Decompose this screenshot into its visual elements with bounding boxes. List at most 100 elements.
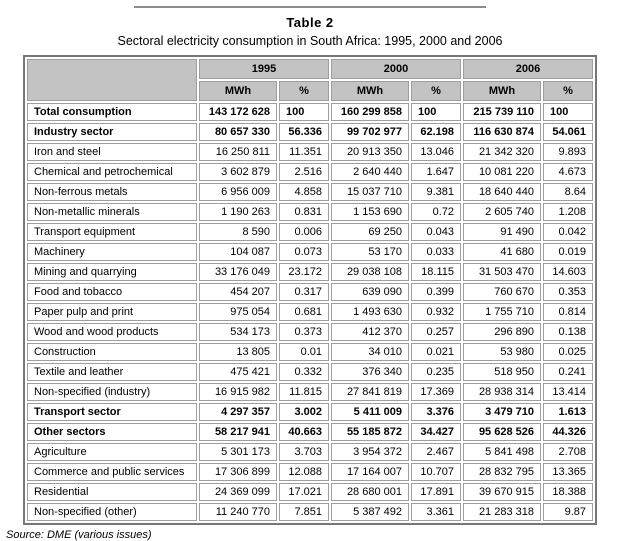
- mwh-value-cell: 29 038 108: [331, 263, 409, 281]
- consumption-table: 1995 2000 2006 MWh % MWh % MWh % Total c…: [23, 55, 597, 525]
- pct-value-cell: 100: [279, 103, 329, 121]
- mwh-value-cell: 518 950: [463, 363, 541, 381]
- pct-value-cell: 3.002: [279, 403, 329, 421]
- pct-value-cell: 12.088: [279, 463, 329, 481]
- pct-value-cell: 2.708: [543, 443, 593, 461]
- table-row: Iron and steel 16 250 811 11.351 20 913 350…: [27, 143, 593, 161]
- year-header-2000: 2000: [331, 59, 461, 79]
- mwh-value-cell: 143 172 628: [199, 103, 277, 121]
- pct-value-cell: 56.336: [279, 123, 329, 141]
- pct-value-cell: 0.025: [543, 343, 593, 361]
- year-header-row: 1995 2000 2006: [27, 59, 593, 101]
- pct-value-cell: 0.831: [279, 203, 329, 221]
- page-title: Table 2: [286, 15, 334, 30]
- mwh-value-cell: 116 630 874: [463, 123, 541, 141]
- sector-cell: Transport sector: [27, 403, 197, 421]
- table-row: Chemical and petrochemical 3 602 879 2.516…: [27, 163, 593, 181]
- pct-value-cell: 17.891: [411, 483, 461, 501]
- pct-value-cell: 0.043: [411, 223, 461, 241]
- table-row: Commerce and public services 17 306 899 12…: [27, 463, 593, 481]
- pct-value-cell: 2.467: [411, 443, 461, 461]
- mwh-value-cell: 8 590: [199, 223, 277, 241]
- table-row: Industry sector 80 657 330 56.336 99 702 97…: [27, 123, 593, 141]
- sector-cell: Construction: [27, 343, 197, 361]
- mwh-value-cell: 21 342 320: [463, 143, 541, 161]
- table-row: Transport equipment 8 590 0.006 69 250 0.043…: [27, 223, 593, 241]
- pct-value-cell: 9.381: [411, 183, 461, 201]
- sector-cell: Agriculture: [27, 443, 197, 461]
- pct-value-cell: 0.932: [411, 303, 461, 321]
- pct-value-cell: 3.361: [411, 503, 461, 521]
- pct-value-cell: 40.663: [279, 423, 329, 441]
- pct-value-cell: 44.326: [543, 423, 593, 441]
- mwh-value-cell: 5 411 009: [331, 403, 409, 421]
- mwh-value-cell: 215 739 110: [463, 103, 541, 121]
- mwh-value-cell: 39 670 915: [463, 483, 541, 501]
- mwh-value-cell: 31 503 470: [463, 263, 541, 281]
- mwh-value-cell: 53 980: [463, 343, 541, 361]
- sector-cell: Food and tobacco: [27, 283, 197, 301]
- mwh-value-cell: 28 680 001: [331, 483, 409, 501]
- page-subtitle: Sectoral electricity consumption in Sout…: [117, 34, 503, 48]
- mwh-value-cell: 5 301 173: [199, 443, 277, 461]
- mwh-value-cell: 475 421: [199, 363, 277, 381]
- mwh-value-cell: 41 680: [463, 243, 541, 261]
- mwh-value-cell: 16 250 811: [199, 143, 277, 161]
- pct-value-cell: 9.87: [543, 503, 593, 521]
- mwh-value-cell: 28 832 795: [463, 463, 541, 481]
- pct-value-cell: 8.64: [543, 183, 593, 201]
- mwh-value-cell: 3 602 879: [199, 163, 277, 181]
- pct-value-cell: 3.703: [279, 443, 329, 461]
- pct-header: %: [543, 81, 593, 101]
- table-row: Non-specified (other) 11 240 770 7.851 5 38…: [27, 503, 593, 521]
- sector-cell: Transport equipment: [27, 223, 197, 241]
- pct-value-cell: 4.673: [543, 163, 593, 181]
- pct-value-cell: 2.516: [279, 163, 329, 181]
- mwh-value-cell: 6 956 009: [199, 183, 277, 201]
- sector-cell: Paper pulp and print: [27, 303, 197, 321]
- sector-cell: Non-metallic minerals: [27, 203, 197, 221]
- mwh-value-cell: 80 657 330: [199, 123, 277, 141]
- pct-value-cell: 18.388: [543, 483, 593, 501]
- mwh-value-cell: 15 037 710: [331, 183, 409, 201]
- mwh-value-cell: 99 702 977: [331, 123, 409, 141]
- mwh-value-cell: 34 010: [331, 343, 409, 361]
- mwh-value-cell: 534 173: [199, 323, 277, 341]
- table-row: Residential 24 369 099 17.021 28 680 001 17.…: [27, 483, 593, 501]
- mwh-value-cell: 1 190 263: [199, 203, 277, 221]
- table-row: Machinery 104 087 0.073 53 170 0.033 41 680 0.…: [27, 243, 593, 261]
- sector-cell: Chemical and petrochemical: [27, 163, 197, 181]
- table-body: Total consumption 143 172 628 100 160 299 8…: [27, 103, 593, 521]
- pct-value-cell: 11.351: [279, 143, 329, 161]
- year-header-2006: 2006: [463, 59, 593, 79]
- pct-value-cell: 0.257: [411, 323, 461, 341]
- pct-value-cell: 1.647: [411, 163, 461, 181]
- mwh-value-cell: 10 081 220: [463, 163, 541, 181]
- mwh-value-cell: 5 387 492: [331, 503, 409, 521]
- table-row: Non-specified (industry) 16 915 982 11.815…: [27, 383, 593, 401]
- mwh-value-cell: 11 240 770: [199, 503, 277, 521]
- pct-value-cell: 0.006: [279, 223, 329, 241]
- mwh-value-cell: 28 938 314: [463, 383, 541, 401]
- mwh-value-cell: 17 164 007: [331, 463, 409, 481]
- pct-value-cell: 62.198: [411, 123, 461, 141]
- sector-cell: Non-specified (other): [27, 503, 197, 521]
- sector-cell: Iron and steel: [27, 143, 197, 161]
- pct-value-cell: 23.172: [279, 263, 329, 281]
- mwh-value-cell: 3 479 710: [463, 403, 541, 421]
- mwh-value-cell: 160 299 858: [331, 103, 409, 121]
- sector-cell: Other sectors: [27, 423, 197, 441]
- mwh-value-cell: 55 185 872: [331, 423, 409, 441]
- table-row: Non-metallic minerals 1 190 263 0.831 1 153…: [27, 203, 593, 221]
- unit-header-row: MWh % MWh % MWh %: [27, 81, 593, 101]
- mwh-value-cell: 58 217 941: [199, 423, 277, 441]
- mwh-value-cell: 16 915 982: [199, 383, 277, 401]
- title-divider: [134, 6, 486, 8]
- mwh-value-cell: 760 670: [463, 283, 541, 301]
- pct-value-cell: 3.376: [411, 403, 461, 421]
- sector-cell: Mining and quarrying: [27, 263, 197, 281]
- pct-value-cell: 0.021: [411, 343, 461, 361]
- corner-header-cell: [27, 59, 197, 101]
- sector-cell: Commerce and public services: [27, 463, 197, 481]
- table-row: Agriculture 5 301 173 3.703 3 954 372 2.467 5…: [27, 443, 593, 461]
